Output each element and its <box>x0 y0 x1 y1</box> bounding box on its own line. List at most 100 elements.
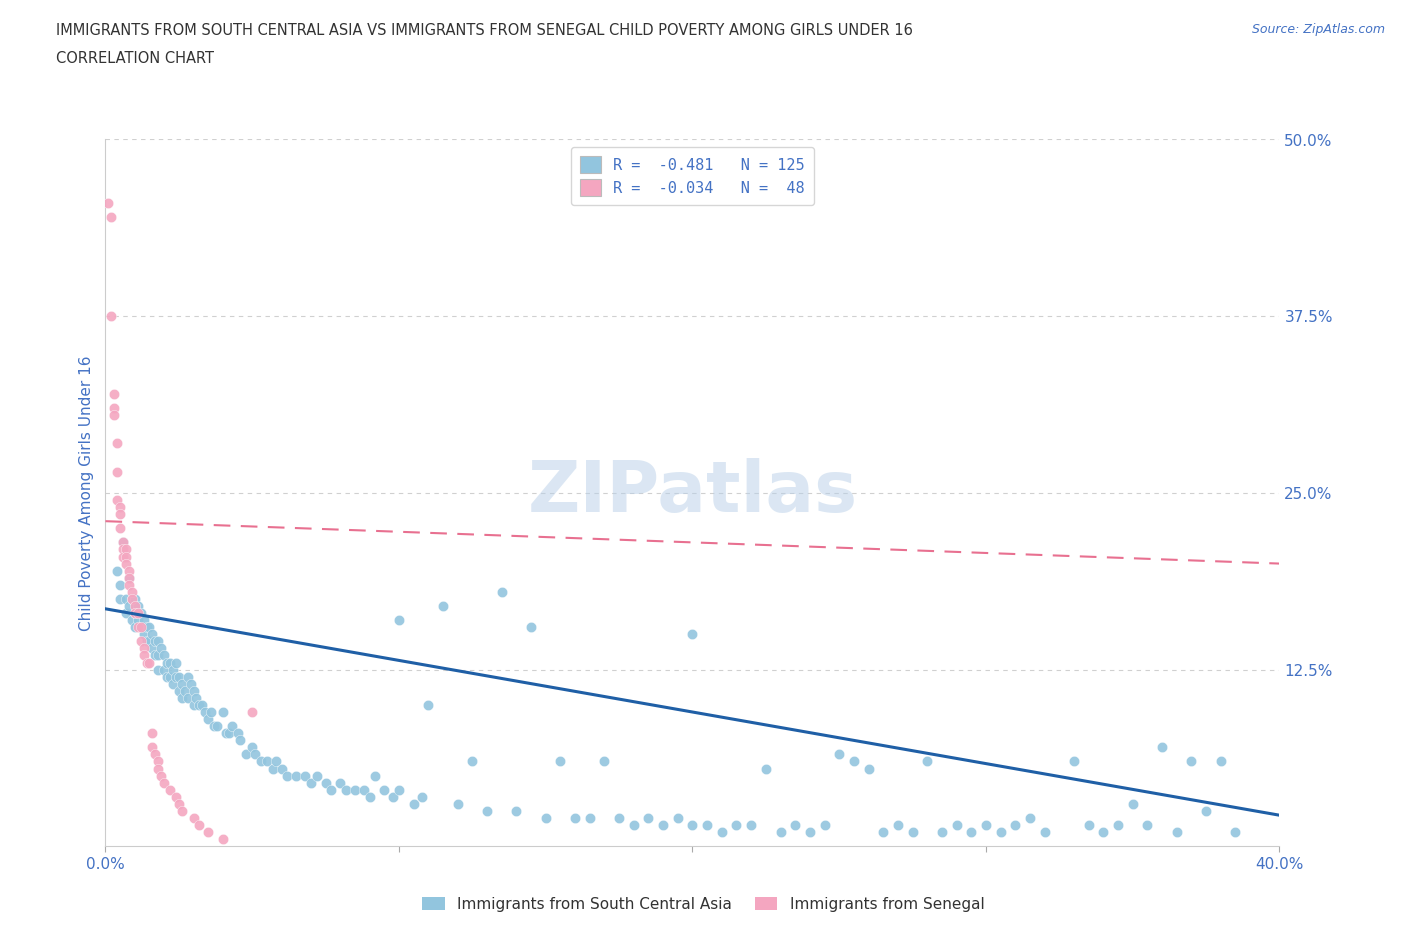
Point <box>1063 754 1085 769</box>
Point <box>148 761 170 776</box>
Point <box>945 817 967 832</box>
Point <box>108 591 131 606</box>
Point <box>183 684 205 698</box>
Point <box>1195 804 1218 818</box>
Point <box>960 825 983 840</box>
Point <box>785 817 807 832</box>
Point <box>388 782 411 797</box>
Point <box>105 564 128 578</box>
Point <box>132 613 155 628</box>
Point <box>132 641 155 656</box>
Point <box>129 619 152 634</box>
Point <box>124 599 146 614</box>
Point <box>138 655 160 670</box>
Point <box>105 464 128 479</box>
Point <box>215 725 238 740</box>
Point <box>382 790 405 804</box>
Point <box>112 535 135 550</box>
Point <box>974 817 997 832</box>
Point <box>156 655 179 670</box>
Point <box>127 605 149 620</box>
Point <box>108 507 131 522</box>
Point <box>218 725 240 740</box>
Point <box>105 436 128 451</box>
Point <box>141 740 163 755</box>
Point <box>842 754 865 769</box>
Point <box>167 670 190 684</box>
Point <box>143 747 166 762</box>
Point <box>170 804 193 818</box>
Point <box>359 790 381 804</box>
Point <box>388 613 411 628</box>
Point <box>124 605 146 620</box>
Text: CORRELATION CHART: CORRELATION CHART <box>56 51 214 66</box>
Point <box>432 599 454 614</box>
Text: IMMIGRANTS FROM SOUTH CENTRAL ASIA VS IMMIGRANTS FROM SENEGAL CHILD POVERTY AMON: IMMIGRANTS FROM SOUTH CENTRAL ASIA VS IM… <box>56 23 912 38</box>
Point <box>121 591 143 606</box>
Point <box>141 627 163 642</box>
Point <box>931 825 953 840</box>
Point <box>250 754 273 769</box>
Point <box>141 725 163 740</box>
Point <box>578 811 600 826</box>
Point <box>105 493 128 508</box>
Point <box>121 584 143 599</box>
Point <box>159 782 181 797</box>
Point <box>1180 754 1202 769</box>
Point <box>188 817 211 832</box>
Point <box>118 564 141 578</box>
Point <box>200 705 222 720</box>
Point <box>100 309 122 324</box>
Point <box>153 662 176 677</box>
Point <box>725 817 748 832</box>
Point <box>1019 811 1042 826</box>
Point <box>112 549 135 564</box>
Point <box>159 655 181 670</box>
Point <box>769 825 792 840</box>
Point <box>520 619 543 634</box>
Point <box>1166 825 1188 840</box>
Point <box>162 676 184 691</box>
Point <box>1092 825 1115 840</box>
Point <box>418 698 440 712</box>
Y-axis label: Child Poverty Among Girls Under 16: Child Poverty Among Girls Under 16 <box>79 355 94 631</box>
Point <box>156 670 179 684</box>
Point <box>176 690 198 705</box>
Point <box>127 613 149 628</box>
Point <box>343 782 366 797</box>
Point <box>176 670 198 684</box>
Point <box>564 811 586 826</box>
Point <box>159 670 181 684</box>
Point <box>364 768 387 783</box>
Point <box>112 542 135 557</box>
Point <box>446 796 468 811</box>
Point <box>115 549 138 564</box>
Point <box>235 747 257 762</box>
Point <box>276 768 298 783</box>
Point <box>167 796 190 811</box>
Point <box>321 782 343 797</box>
Point <box>828 747 851 762</box>
Point <box>315 776 337 790</box>
Point <box>593 754 616 769</box>
Point <box>153 648 176 663</box>
Point <box>180 676 202 691</box>
Point <box>305 768 328 783</box>
Point <box>1122 796 1144 811</box>
Point <box>121 613 143 628</box>
Point <box>170 676 193 691</box>
Point <box>108 521 131 536</box>
Point <box>299 776 322 790</box>
Point <box>990 825 1012 840</box>
Point <box>682 817 704 832</box>
Point <box>696 817 718 832</box>
Point <box>813 817 835 832</box>
Point <box>124 605 146 620</box>
Point <box>103 387 125 402</box>
Point <box>135 619 157 634</box>
Point <box>150 768 173 783</box>
Point <box>534 811 557 826</box>
Point <box>127 619 149 634</box>
Point <box>1150 740 1173 755</box>
Point <box>118 570 141 585</box>
